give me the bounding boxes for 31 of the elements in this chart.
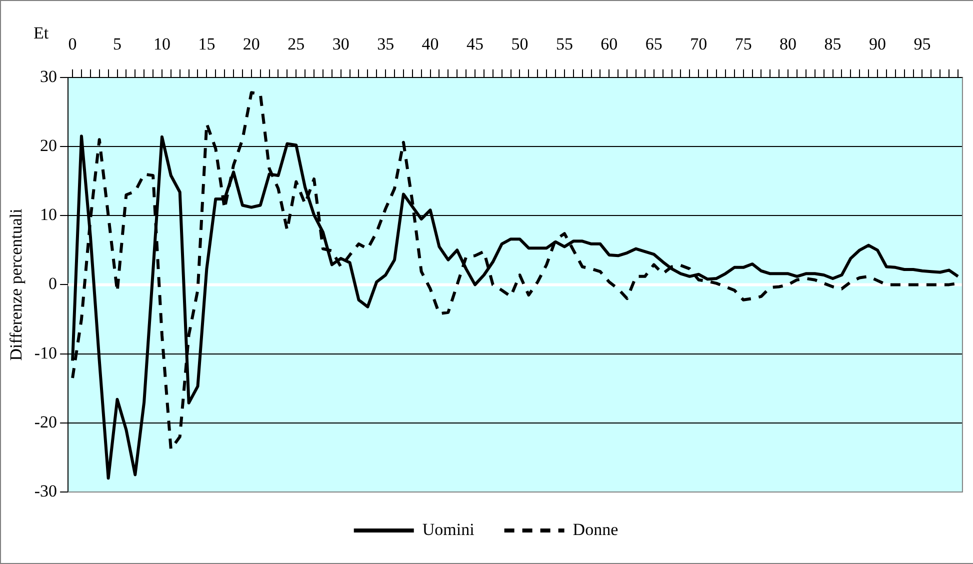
y-tick-label: 20 bbox=[40, 136, 58, 155]
y-tick-label: -20 bbox=[34, 412, 58, 432]
y-tick-label: 30 bbox=[40, 66, 58, 86]
x-tick-label: 35 bbox=[377, 34, 394, 54]
x-tick-label: 15 bbox=[198, 34, 216, 54]
y-tick-label: 0 bbox=[48, 274, 58, 294]
x-tick-label: 40 bbox=[422, 34, 439, 54]
y-axis-title: Differenze percentuali bbox=[6, 208, 26, 361]
x-tick-label: 60 bbox=[600, 34, 618, 54]
legend-label: Donne bbox=[572, 520, 618, 539]
legend-label: Uomini bbox=[422, 520, 475, 539]
x-tick-label: 50 bbox=[511, 34, 528, 54]
x-tick-label: 75 bbox=[734, 34, 752, 54]
x-tick-label: 95 bbox=[914, 34, 931, 54]
x-tick-label: 55 bbox=[556, 34, 573, 54]
x-tick-label: 30 bbox=[332, 34, 350, 54]
x-tick-label: 80 bbox=[780, 34, 797, 54]
x-tick-label: 65 bbox=[645, 34, 662, 54]
y-tick-label: -30 bbox=[34, 481, 58, 500]
x-tick-label: 90 bbox=[868, 34, 886, 54]
y-tick-label: 10 bbox=[40, 205, 58, 224]
x-tick-label: 0 bbox=[68, 34, 77, 54]
x-tick-label: 5 bbox=[113, 34, 122, 54]
y-tick-label: -10 bbox=[34, 343, 58, 362]
x-tick-label: 70 bbox=[690, 34, 708, 54]
x-tick-label: 10 bbox=[153, 34, 170, 54]
x-axis-title: Et bbox=[33, 23, 49, 42]
x-tick-label: 45 bbox=[466, 34, 484, 54]
x-tick-label: 85 bbox=[824, 34, 842, 54]
x-tick-label: 25 bbox=[288, 34, 305, 54]
x-tick-label: 20 bbox=[242, 34, 260, 54]
